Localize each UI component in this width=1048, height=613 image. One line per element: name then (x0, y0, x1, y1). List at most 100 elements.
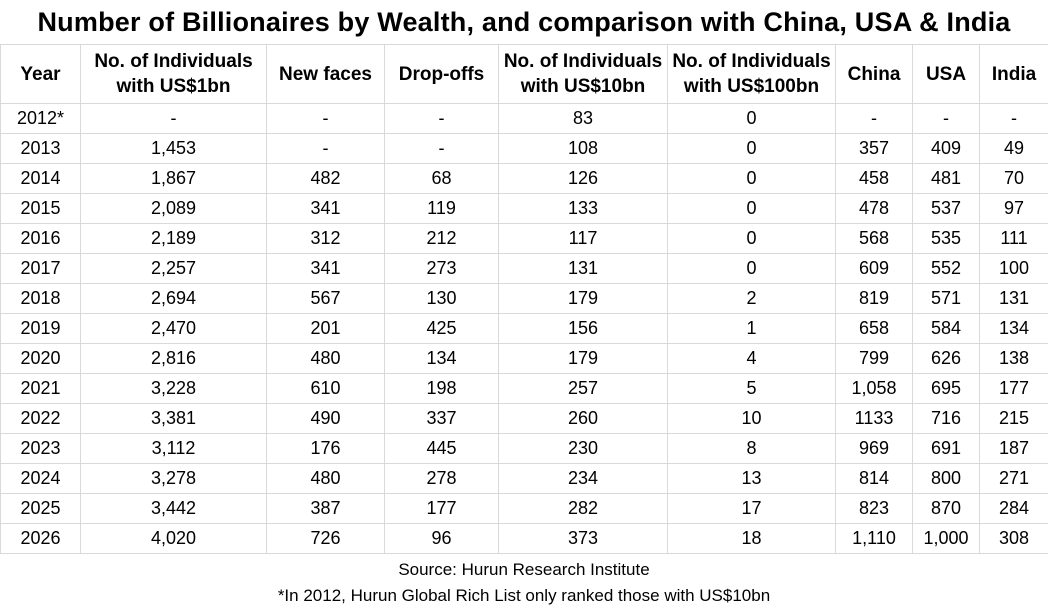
cell-usa: 409 (912, 133, 980, 164)
cell-drop-offs: - (384, 133, 499, 164)
cell-drop-offs: - (384, 103, 499, 134)
cell-india: 138 (979, 343, 1048, 374)
cell-year: 2014 (0, 163, 81, 194)
cell-individuals-1bn: 2,470 (80, 313, 267, 344)
cell-china: 658 (835, 313, 913, 344)
cell-india: 308 (979, 523, 1048, 554)
cell-year: 2017 (0, 253, 81, 284)
cell-drop-offs: 96 (384, 523, 499, 554)
cell-individuals-10bn: 83 (498, 103, 668, 134)
cell-year: 2025 (0, 493, 81, 524)
cell-individuals-10bn: 257 (498, 373, 668, 404)
header-individuals-100bn-line2: with US$100bn (683, 76, 820, 97)
cell-year: 2018 (0, 283, 81, 314)
cell-individuals-100bn: 10 (667, 403, 836, 434)
cell-usa: 537 (912, 193, 980, 224)
cell-drop-offs: 337 (384, 403, 499, 434)
cell-individuals-1bn: 2,189 (80, 223, 267, 254)
cell-individuals-100bn: 0 (667, 103, 836, 134)
cell-china: 1,058 (835, 373, 913, 404)
header-individuals-10bn-line2: with US$10bn (520, 76, 646, 97)
cell-individuals-1bn: 3,112 (80, 433, 267, 464)
cell-new-faces: 567 (266, 283, 385, 314)
header-individuals-10bn-line1: No. of Individuals (503, 51, 663, 72)
cell-new-faces: 341 (266, 193, 385, 224)
cell-china: 478 (835, 193, 913, 224)
header-india: India (979, 44, 1048, 104)
cell-usa: 800 (912, 463, 980, 494)
table-row: 2017 2,257 341 273 131 0 609 552 100 (0, 253, 1048, 284)
cell-year: 2024 (0, 463, 81, 494)
table-row: 2026 4,020 726 96 373 18 1,110 1,000 308 (0, 523, 1048, 554)
cell-usa: 584 (912, 313, 980, 344)
cell-individuals-10bn: 179 (498, 283, 668, 314)
header-individuals-1bn: No. of Individuals with US$1bn (80, 44, 267, 104)
cell-india: 70 (979, 163, 1048, 194)
cell-china: 823 (835, 493, 913, 524)
cell-year: 2013 (0, 133, 81, 164)
cell-drop-offs: 119 (384, 193, 499, 224)
cell-drop-offs: 130 (384, 283, 499, 314)
cell-individuals-1bn: 1,453 (80, 133, 267, 164)
cell-individuals-100bn: 2 (667, 283, 836, 314)
cell-individuals-10bn: 133 (498, 193, 668, 224)
footnote: *In 2012, Hurun Global Rich List only ra… (277, 586, 771, 605)
cell-china: 819 (835, 283, 913, 314)
cell-individuals-100bn: 0 (667, 253, 836, 284)
cell-individuals-10bn: 126 (498, 163, 668, 194)
cell-china: 969 (835, 433, 913, 464)
table-row: 2024 3,278 480 278 234 13 814 800 271 (0, 463, 1048, 494)
cell-india: 284 (979, 493, 1048, 524)
cell-individuals-10bn: 131 (498, 253, 668, 284)
cell-individuals-10bn: 260 (498, 403, 668, 434)
cell-usa: 1,000 (912, 523, 980, 554)
header-drop-offs: Drop-offs (384, 44, 499, 104)
cell-individuals-100bn: 13 (667, 463, 836, 494)
cell-usa: 695 (912, 373, 980, 404)
cell-usa: 481 (912, 163, 980, 194)
table-row: 2022 3,381 490 337 260 10 1133 716 215 (0, 403, 1048, 434)
cell-year: 2019 (0, 313, 81, 344)
cell-individuals-1bn: 3,278 (80, 463, 267, 494)
cell-individuals-1bn: 2,089 (80, 193, 267, 224)
cell-individuals-1bn: 3,381 (80, 403, 267, 434)
cell-china: 357 (835, 133, 913, 164)
cell-usa: - (912, 103, 980, 134)
header-individuals-1bn-line2: with US$1bn (116, 76, 231, 97)
cell-individuals-1bn: 3,442 (80, 493, 267, 524)
cell-year: 2022 (0, 403, 81, 434)
cell-new-faces: - (266, 103, 385, 134)
source-note: Source: Hurun Research Institute (398, 560, 650, 579)
cell-year: 2020 (0, 343, 81, 374)
cell-individuals-1bn: - (80, 103, 267, 134)
cell-individuals-1bn: 2,257 (80, 253, 267, 284)
table-row: 2016 2,189 312 212 117 0 568 535 111 (0, 223, 1048, 254)
cell-usa: 870 (912, 493, 980, 524)
cell-year: 2016 (0, 223, 81, 254)
cell-india: 111 (979, 223, 1048, 254)
header-new-faces: New faces (266, 44, 385, 104)
cell-individuals-100bn: 0 (667, 193, 836, 224)
cell-china: 609 (835, 253, 913, 284)
cell-usa: 571 (912, 283, 980, 314)
header-individuals-100bn: No. of Individuals with US$100bn (667, 44, 836, 104)
cell-individuals-100bn: 8 (667, 433, 836, 464)
header-china: China (835, 44, 913, 104)
cell-individuals-1bn: 1,867 (80, 163, 267, 194)
cell-new-faces: 726 (266, 523, 385, 554)
cell-drop-offs: 177 (384, 493, 499, 524)
cell-india: 271 (979, 463, 1048, 494)
cell-new-faces: 201 (266, 313, 385, 344)
cell-new-faces: 480 (266, 463, 385, 494)
cell-individuals-100bn: 4 (667, 343, 836, 374)
cell-drop-offs: 212 (384, 223, 499, 254)
cell-new-faces: 480 (266, 343, 385, 374)
cell-india: 215 (979, 403, 1048, 434)
cell-drop-offs: 198 (384, 373, 499, 404)
table-row: 2014 1,867 482 68 126 0 458 481 70 (0, 163, 1048, 194)
table-row: 2021 3,228 610 198 257 5 1,058 695 177 (0, 373, 1048, 404)
table-row: 2013 1,453- -108 0 357 409 49 (0, 133, 1048, 164)
cell-drop-offs: 134 (384, 343, 499, 374)
cell-drop-offs: 445 (384, 433, 499, 464)
table-row: 2020 2,816 480 134 179 4 799 626 138 (0, 343, 1048, 374)
